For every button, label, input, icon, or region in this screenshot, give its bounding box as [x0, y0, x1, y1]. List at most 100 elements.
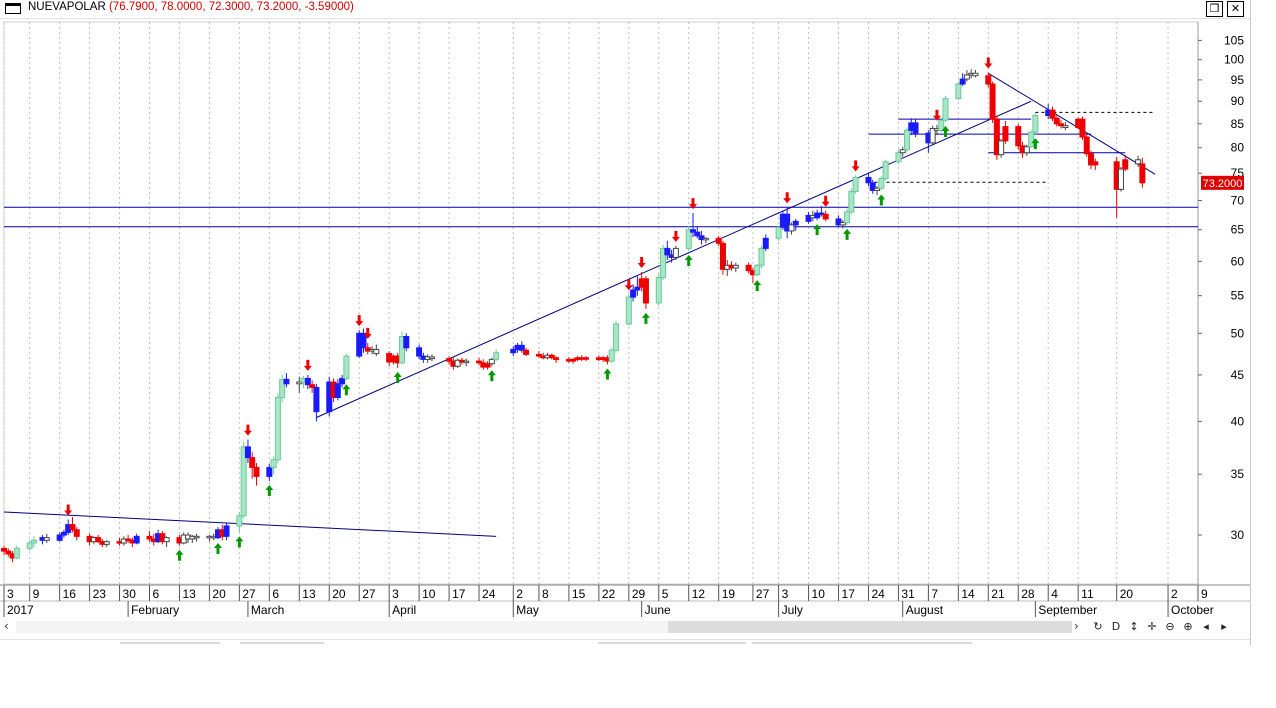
sell-signal-arrow — [637, 257, 646, 269]
restore-window-icon[interactable]: ❐ — [1206, 1, 1223, 17]
candle-body — [929, 127, 936, 144]
x-day-label: 20 — [1120, 587, 1134, 601]
x-day-label: 24 — [482, 587, 496, 601]
scroll-track[interactable] — [16, 621, 1072, 633]
buy-signal-arrow-shape — [213, 542, 222, 554]
scroll-left-icon[interactable]: ‹ — [4, 619, 9, 633]
x-day-label: 23 — [93, 587, 107, 601]
candle-body — [510, 348, 517, 354]
candle-body — [223, 525, 230, 537]
symbol-name: NUEVAPOLAR — [28, 1, 106, 13]
x-day-label: 27 — [756, 587, 770, 601]
sell-signal-arrow-shape — [355, 315, 364, 327]
candle-body — [754, 264, 761, 276]
zoom-out-icon[interactable]: ⊖ — [1165, 620, 1175, 633]
y-tick-label: 45 — [1231, 368, 1245, 382]
candle-body — [642, 278, 649, 304]
candle-body — [869, 182, 876, 191]
candle-body — [792, 220, 799, 226]
candle-body — [715, 237, 722, 244]
sell-signal-arrow-shape — [783, 192, 792, 204]
candle-body — [874, 187, 881, 191]
x-day-label: 3 — [782, 587, 789, 601]
candle-body — [236, 515, 243, 527]
status-segment — [240, 642, 324, 644]
x-day-label: 31 — [901, 587, 915, 601]
pan-vertical-icon[interactable]: ↕ — [1129, 620, 1139, 633]
candle-body — [899, 149, 906, 154]
buy-signal-arrow — [684, 254, 693, 266]
sell-signal-arrow — [671, 230, 680, 242]
candle-body — [1083, 136, 1090, 155]
candle-body — [133, 535, 140, 544]
candle-body — [694, 231, 701, 237]
candle-body — [463, 360, 470, 364]
horizontal-scrollbar[interactable]: ‹ › ↻ D ↕ ✛ ⊖ ⊕ ◂ ▸ — [0, 619, 1250, 635]
page-left-icon[interactable]: ◂ — [1203, 620, 1209, 633]
candle-body — [814, 212, 821, 219]
chart-toolbar: ↻ D ↕ ✛ ⊖ ⊕ ◂ ▸ — [1090, 619, 1232, 635]
candle-body — [60, 531, 67, 536]
buy-signal-arrow — [393, 371, 402, 383]
buy-signal-arrow-shape — [843, 228, 852, 240]
close-window-icon[interactable]: ✕ — [1227, 1, 1244, 17]
candle-body — [938, 119, 945, 131]
candle-body — [373, 348, 380, 355]
candle-body — [1135, 159, 1142, 165]
x-day-label: 8 — [542, 587, 549, 601]
candle-body — [244, 446, 251, 459]
buy-signal-arrow-shape — [813, 224, 822, 236]
candle-body — [698, 235, 705, 241]
y-tick-label: 95 — [1231, 73, 1245, 87]
chart-window: NUEVAPOLAR (76.7900, 78.0000, 72.3000, 7… — [0, 0, 1251, 645]
candle-body — [989, 83, 996, 120]
candle-body — [660, 247, 667, 278]
x-month-label: August — [906, 603, 944, 617]
y-tick-label: 55 — [1231, 289, 1245, 303]
candle-body — [454, 359, 461, 367]
candle-body — [73, 529, 80, 537]
price-chart[interactable]: 303540455055606570758085909510010573.200… — [0, 18, 1250, 618]
status-segment — [120, 642, 220, 644]
candle-body — [1002, 126, 1009, 142]
scroll-thumb[interactable] — [668, 621, 1072, 633]
candle-body — [959, 78, 966, 85]
page-right-icon[interactable]: ▸ — [1221, 620, 1227, 633]
x-day-label: 3 — [392, 587, 399, 601]
candle-body — [963, 74, 970, 80]
candle-body — [690, 229, 697, 233]
buy-signal-arrow-shape — [235, 536, 244, 548]
trendline — [3, 511, 497, 537]
candle-body — [865, 176, 872, 184]
refresh-icon[interactable]: ↻ — [1093, 620, 1103, 633]
candle-body — [903, 129, 910, 151]
scroll-right-icon[interactable]: › — [1074, 619, 1079, 633]
candle-body — [745, 264, 752, 272]
candle-body — [912, 122, 919, 134]
y-tick-label: 60 — [1231, 254, 1245, 268]
candle-body — [1, 547, 7, 552]
candle-body — [416, 347, 423, 357]
sell-signal-arrow — [243, 424, 252, 436]
sell-signal-arrow-shape — [932, 109, 941, 121]
zoom-in-icon[interactable]: ⊕ — [1183, 620, 1193, 633]
candle-body — [163, 537, 170, 543]
candle-body — [334, 383, 341, 398]
candle-body — [518, 344, 525, 351]
candle-body — [664, 247, 671, 256]
y-tick-label: 100 — [1224, 53, 1244, 67]
sell-signal-arrow-shape — [984, 57, 993, 69]
x-month-label: March — [251, 603, 284, 617]
candle-body — [476, 360, 483, 364]
buy-signal-arrow-shape — [684, 254, 693, 266]
y-tick-label: 50 — [1231, 326, 1245, 340]
crosshair-icon[interactable]: ✛ — [1147, 620, 1157, 633]
sell-signal-arrow-shape — [363, 327, 372, 339]
candle-body — [535, 353, 542, 357]
d-mode-icon[interactable]: D — [1111, 620, 1121, 633]
candle-body — [1122, 159, 1129, 170]
window-title: NUEVAPOLAR (76.7900, 78.0000, 72.3000, 7… — [28, 1, 354, 13]
buy-signal-arrow — [487, 370, 496, 382]
x-day-label: 9 — [1201, 587, 1208, 601]
x-day-label: 10 — [422, 587, 436, 601]
